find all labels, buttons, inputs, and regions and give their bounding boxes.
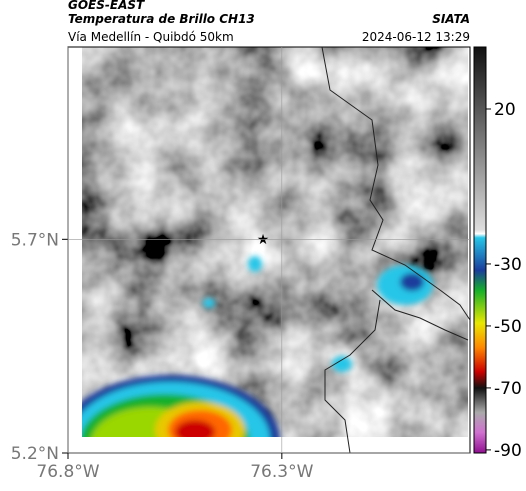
satellite-image [82, 47, 468, 437]
lat-tick-label: 5.2°N [11, 444, 59, 464]
timestamp: 2024-06-12 13:29 [362, 30, 470, 44]
lat-tick-label: 5.7°N [11, 230, 59, 250]
region: Vía Medellín - Quibdó 50km [68, 30, 234, 44]
border [324, 299, 381, 454]
border [321, 46, 471, 321]
lon-tick-label: 76.3°W [250, 462, 313, 482]
colorbar-tick-label: -90 [494, 441, 522, 461]
title: GOES-EAST [68, 0, 145, 12]
location-marker: ★ [257, 232, 270, 248]
colorbar-tick-label: -30 [494, 255, 522, 275]
colorbar [473, 46, 487, 454]
border [371, 289, 469, 341]
colorbar-tick-label: -50 [494, 317, 522, 337]
subtitle: Temperatura de Brillo CH13 [68, 12, 255, 26]
colorbar-tick-label: -70 [494, 379, 522, 399]
source: SIATA [432, 12, 470, 26]
colorbar-tick-label: 20 [494, 100, 516, 120]
lon-tick-label: 76.8°W [36, 462, 99, 482]
